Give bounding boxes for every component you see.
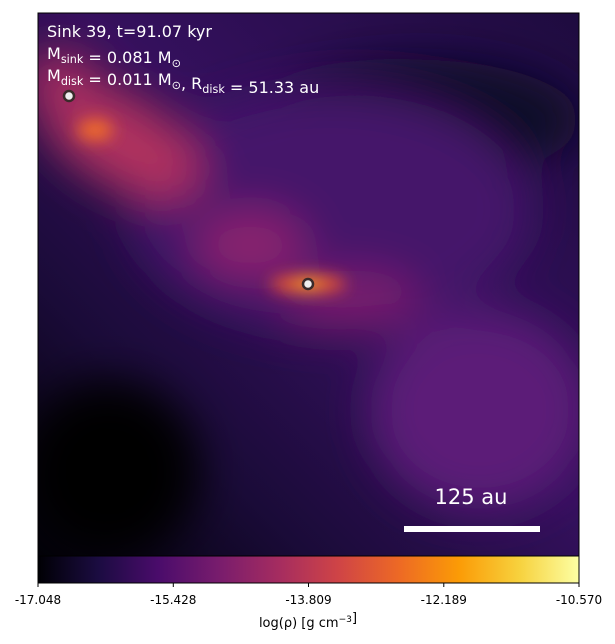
subscript: ⊙ bbox=[172, 79, 181, 92]
tick-label: -12.189 bbox=[421, 593, 467, 607]
text-run: ] bbox=[352, 611, 357, 626]
sink-marker bbox=[62, 89, 76, 103]
subscript: disk bbox=[202, 83, 225, 96]
superscript: −3 bbox=[339, 615, 353, 625]
tick-label: -17.048 bbox=[15, 593, 61, 607]
annotation: Mdisk = 0.011 M⊙, Rdisk = 51.33 au bbox=[47, 66, 319, 97]
tick-label: -10.570 bbox=[556, 593, 602, 607]
text-run: = 0.011 M bbox=[83, 70, 171, 89]
scale-bar bbox=[404, 526, 540, 532]
text-run: M bbox=[47, 44, 61, 63]
subscript: sink bbox=[61, 53, 84, 66]
colorbar bbox=[37, 555, 580, 584]
text-run: log(ρ) [g cm bbox=[259, 616, 339, 631]
subscript: ⊙ bbox=[172, 57, 181, 70]
text-run: = 0.081 M bbox=[83, 48, 171, 67]
density-map bbox=[38, 13, 579, 556]
annotation: log(ρ) [g cm−3] bbox=[259, 611, 357, 631]
text-run: M bbox=[47, 66, 61, 85]
tick-label: -15.428 bbox=[150, 593, 196, 607]
annotation: Sink 39, t=91.07 kyr bbox=[47, 22, 212, 41]
tick-label: -13.809 bbox=[285, 593, 331, 607]
text-run: , R bbox=[181, 74, 202, 93]
annotation: Msink = 0.081 M⊙ bbox=[47, 44, 181, 70]
sink-marker bbox=[301, 277, 315, 291]
text-run: Sink 39, t=91.07 kyr bbox=[47, 22, 212, 41]
subscript: disk bbox=[61, 75, 84, 88]
text-run: = 51.33 au bbox=[225, 78, 319, 97]
scale-bar-label: 125 au bbox=[435, 485, 508, 509]
